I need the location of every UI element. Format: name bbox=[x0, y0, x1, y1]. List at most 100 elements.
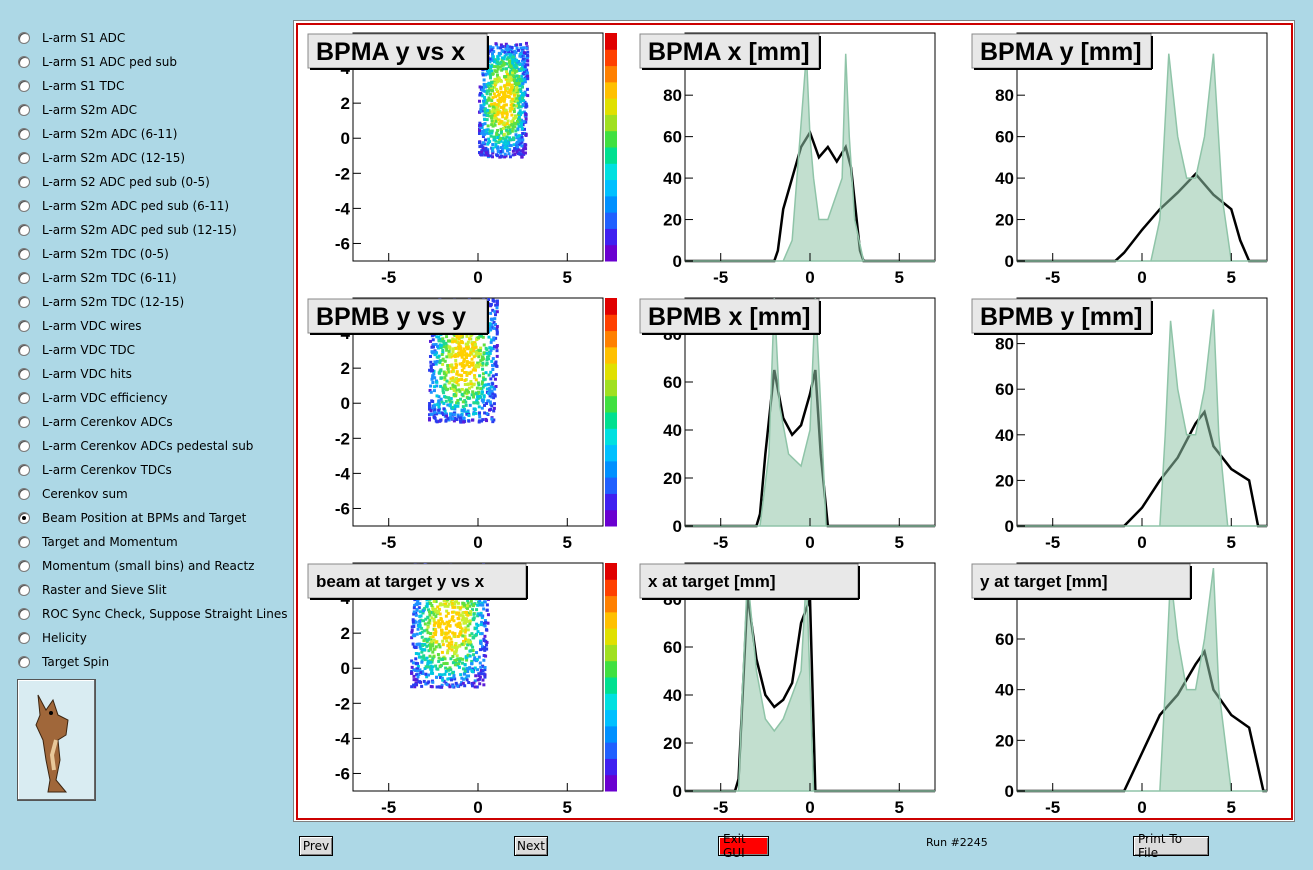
radio-item[interactable]: Helicity bbox=[14, 628, 87, 648]
heatmap-cell bbox=[459, 606, 463, 610]
chart-title: BPMB x [mm] bbox=[648, 303, 811, 331]
radio-button-icon[interactable] bbox=[18, 176, 30, 188]
radio-button-icon[interactable] bbox=[18, 464, 30, 476]
radio-item[interactable]: L-arm Cerenkov ADCs pedestal sub bbox=[14, 436, 253, 456]
heatmap-cell bbox=[453, 663, 457, 667]
radio-item[interactable]: Momentum (small bins) and Reactz bbox=[14, 556, 254, 576]
heatmap-cell bbox=[474, 378, 478, 382]
radio-item[interactable]: L-arm VDC TDC bbox=[14, 340, 135, 360]
radio-button-icon[interactable] bbox=[18, 152, 30, 164]
heatmap-cell bbox=[415, 632, 419, 636]
radio-item[interactable]: L-arm S2m ADC bbox=[14, 100, 137, 120]
next-button[interactable]: Next bbox=[514, 836, 548, 856]
heatmap-cell bbox=[491, 155, 495, 159]
radio-item[interactable]: Target and Momentum bbox=[14, 532, 178, 552]
radio-item[interactable]: Beam Position at BPMs and Target bbox=[14, 508, 246, 528]
radio-item[interactable]: L-arm S1 ADC bbox=[14, 28, 125, 48]
radio-button-icon[interactable] bbox=[18, 560, 30, 572]
heatmap-cell bbox=[439, 628, 443, 632]
color-scale-cell bbox=[605, 725, 617, 743]
radio-button-icon[interactable] bbox=[18, 224, 30, 236]
radio-button-icon[interactable] bbox=[18, 632, 30, 644]
heatmap-cell bbox=[503, 54, 507, 58]
heatmap-cell bbox=[455, 600, 459, 604]
radio-button-icon[interactable] bbox=[18, 272, 30, 284]
heatmap-cell bbox=[452, 413, 456, 417]
heatmap-cell bbox=[460, 377, 464, 381]
radio-item[interactable]: ROC Sync Check, Suppose Straight Lines bbox=[14, 604, 287, 624]
heatmap-cell bbox=[442, 340, 446, 344]
heatmap-cell bbox=[484, 346, 488, 350]
radio-button-icon[interactable] bbox=[18, 320, 30, 332]
radio-button-icon[interactable] bbox=[18, 488, 30, 500]
radio-item[interactable]: L-arm S1 TDC bbox=[14, 76, 124, 96]
radio-button-icon[interactable] bbox=[18, 32, 30, 44]
heatmap-cell bbox=[443, 657, 447, 661]
radio-item[interactable]: L-arm S2m ADC ped sub (6-11) bbox=[14, 196, 229, 216]
radio-button-icon[interactable] bbox=[18, 392, 30, 404]
radio-item[interactable]: L-arm Cerenkov ADCs bbox=[14, 412, 173, 432]
radio-item[interactable]: L-arm S2m TDC (12-15) bbox=[14, 292, 184, 312]
heatmap-cell bbox=[451, 615, 455, 619]
heatmap-cell bbox=[499, 79, 503, 83]
radio-button-icon[interactable] bbox=[18, 440, 30, 452]
print-to-file-button[interactable]: Print To File bbox=[1133, 832, 1209, 860]
radio-button-icon[interactable] bbox=[18, 344, 30, 356]
radio-button-icon[interactable] bbox=[18, 104, 30, 116]
heatmap-cell bbox=[471, 349, 475, 353]
radio-item[interactable]: Raster and Sieve Slit bbox=[14, 580, 167, 600]
radio-item[interactable]: L-arm VDC efficiency bbox=[14, 388, 168, 408]
exit-button[interactable]: Exit GUI bbox=[718, 832, 769, 860]
radio-button-icon[interactable] bbox=[18, 584, 30, 596]
heatmap-cell bbox=[501, 115, 505, 119]
radio-button-icon[interactable] bbox=[18, 536, 30, 548]
radio-item[interactable]: L-arm Cerenkov TDCs bbox=[14, 460, 172, 480]
heatmap-cell bbox=[493, 85, 497, 89]
heatmap-cell bbox=[508, 54, 512, 58]
radio-button-icon[interactable] bbox=[18, 416, 30, 428]
heatmap-cell bbox=[453, 658, 457, 662]
heatmap-cell bbox=[455, 654, 459, 658]
heatmap-cell bbox=[516, 94, 520, 98]
radio-item[interactable]: Cerenkov sum bbox=[14, 484, 128, 504]
radio-button-icon[interactable] bbox=[18, 512, 30, 524]
radio-button-icon[interactable] bbox=[18, 296, 30, 308]
radio-item[interactable]: L-arm S2m ADC (6-11) bbox=[14, 124, 177, 144]
heatmap-cell bbox=[474, 351, 478, 355]
radio-button-icon[interactable] bbox=[18, 248, 30, 260]
radio-item[interactable]: L-arm VDC hits bbox=[14, 364, 132, 384]
radio-item[interactable]: L-arm S2m ADC (12-15) bbox=[14, 148, 185, 168]
radio-item[interactable]: L-arm S2m TDC (0-5) bbox=[14, 244, 169, 264]
heatmap-cell bbox=[462, 409, 466, 413]
heatmap-cell bbox=[429, 412, 433, 416]
heatmap-cell bbox=[486, 151, 490, 155]
radio-button-icon[interactable] bbox=[18, 608, 30, 620]
heatmap-cell bbox=[481, 647, 485, 651]
heatmap-cell bbox=[487, 131, 491, 135]
radio-label: Target and Momentum bbox=[42, 535, 178, 549]
heatmap-cell bbox=[496, 60, 500, 64]
radio-item[interactable]: L-arm VDC wires bbox=[14, 316, 141, 336]
radio-button-icon[interactable] bbox=[18, 128, 30, 140]
radio-item[interactable]: Target Spin bbox=[14, 652, 109, 672]
radio-item[interactable]: L-arm S2m TDC (6-11) bbox=[14, 268, 177, 288]
radio-button-icon[interactable] bbox=[18, 656, 30, 668]
radio-button-icon[interactable] bbox=[18, 56, 30, 68]
heatmap-cell bbox=[498, 62, 502, 66]
heatmap-cell bbox=[481, 109, 485, 113]
color-scale-cell bbox=[605, 709, 617, 727]
heatmap-cell bbox=[487, 335, 491, 339]
prev-button[interactable]: Prev bbox=[299, 836, 333, 856]
heatmap-cell bbox=[437, 339, 441, 343]
radio-button-icon[interactable] bbox=[18, 80, 30, 92]
histogram-line bbox=[1017, 648, 1267, 793]
radio-item[interactable]: L-arm S2m ADC ped sub (12-15) bbox=[14, 220, 237, 240]
radio-button-icon[interactable] bbox=[18, 368, 30, 380]
radio-item[interactable]: L-arm S1 ADC ped sub bbox=[14, 52, 177, 72]
heatmap-cell bbox=[451, 354, 455, 358]
radio-button-icon[interactable] bbox=[18, 200, 30, 212]
radio-item[interactable]: L-arm S2 ADC ped sub (0-5) bbox=[14, 172, 210, 192]
heatmap-cell bbox=[506, 87, 510, 91]
heatmap-cell bbox=[513, 152, 517, 156]
heatmap-cell bbox=[500, 58, 504, 62]
